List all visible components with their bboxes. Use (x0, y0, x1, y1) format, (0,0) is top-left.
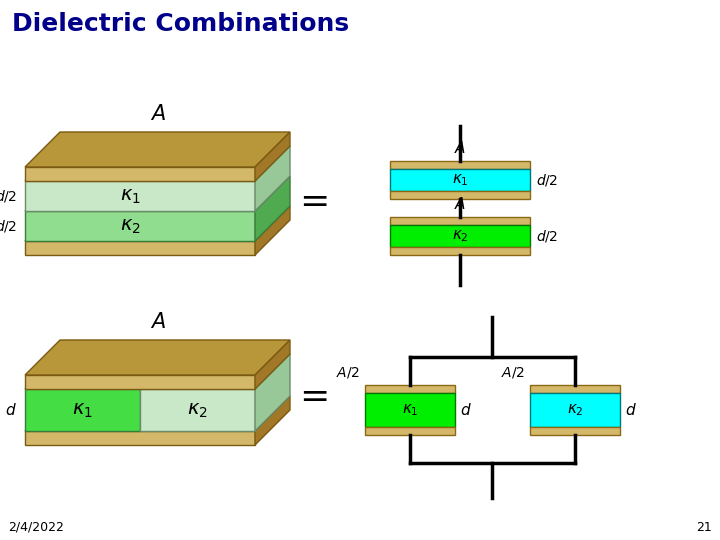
Text: $\kappa_1$: $\kappa_1$ (451, 172, 468, 188)
Text: $\kappa_2$: $\kappa_2$ (451, 228, 468, 244)
Polygon shape (255, 340, 290, 389)
Polygon shape (25, 396, 290, 431)
Polygon shape (140, 354, 290, 389)
Text: $\kappa_1$: $\kappa_1$ (402, 402, 418, 418)
Polygon shape (25, 211, 255, 241)
Text: $A/2$: $A/2$ (501, 365, 525, 380)
Text: $=$: $=$ (292, 183, 328, 217)
Text: $A$: $A$ (454, 140, 466, 156)
Text: $=$: $=$ (292, 378, 328, 412)
Polygon shape (255, 176, 290, 241)
Bar (530, 393, 620, 427)
Text: $d$: $d$ (625, 402, 636, 418)
Text: $\kappa_1$: $\kappa_1$ (72, 401, 93, 420)
Text: $A/2$: $A/2$ (336, 365, 360, 380)
Bar (365, 393, 455, 427)
Text: $\kappa_2$: $\kappa_2$ (187, 401, 208, 420)
Polygon shape (255, 132, 290, 181)
Polygon shape (25, 241, 255, 255)
Bar (390, 217, 530, 225)
Polygon shape (25, 375, 255, 389)
Polygon shape (140, 389, 255, 431)
Text: $d$: $d$ (5, 402, 17, 418)
Bar (390, 161, 530, 169)
Bar (390, 247, 530, 255)
Text: Dielectric Combinations: Dielectric Combinations (12, 12, 349, 36)
Text: $\kappa_2$: $\kappa_2$ (567, 402, 583, 418)
Polygon shape (25, 167, 255, 181)
Text: $d/2$: $d/2$ (0, 218, 17, 234)
Bar (530, 385, 620, 393)
Text: $\kappa_1$: $\kappa_1$ (120, 186, 140, 206)
Text: 21: 21 (696, 521, 712, 534)
Text: 2/4/2022: 2/4/2022 (8, 521, 64, 534)
Polygon shape (255, 396, 290, 445)
Text: $d$: $d$ (460, 402, 472, 418)
Text: $A$: $A$ (454, 196, 466, 212)
Text: $\kappa_2$: $\kappa_2$ (120, 217, 140, 235)
Polygon shape (25, 132, 290, 167)
Polygon shape (25, 340, 290, 375)
Bar (390, 225, 530, 247)
Polygon shape (25, 431, 255, 445)
Polygon shape (25, 176, 290, 211)
Polygon shape (25, 206, 290, 241)
Polygon shape (255, 206, 290, 255)
Text: $d/2$: $d/2$ (536, 172, 558, 188)
Polygon shape (25, 146, 290, 181)
Text: $d/2$: $d/2$ (0, 188, 17, 204)
Bar (390, 169, 530, 191)
Bar (365, 385, 455, 393)
Bar (365, 427, 455, 435)
Bar (530, 427, 620, 435)
Text: $A$: $A$ (150, 312, 166, 332)
Text: $A$: $A$ (150, 104, 166, 124)
Polygon shape (25, 181, 255, 211)
Polygon shape (25, 354, 175, 389)
Text: $d/2$: $d/2$ (536, 228, 558, 244)
Polygon shape (255, 146, 290, 211)
Polygon shape (255, 354, 290, 431)
Polygon shape (25, 389, 140, 431)
Bar (390, 191, 530, 199)
